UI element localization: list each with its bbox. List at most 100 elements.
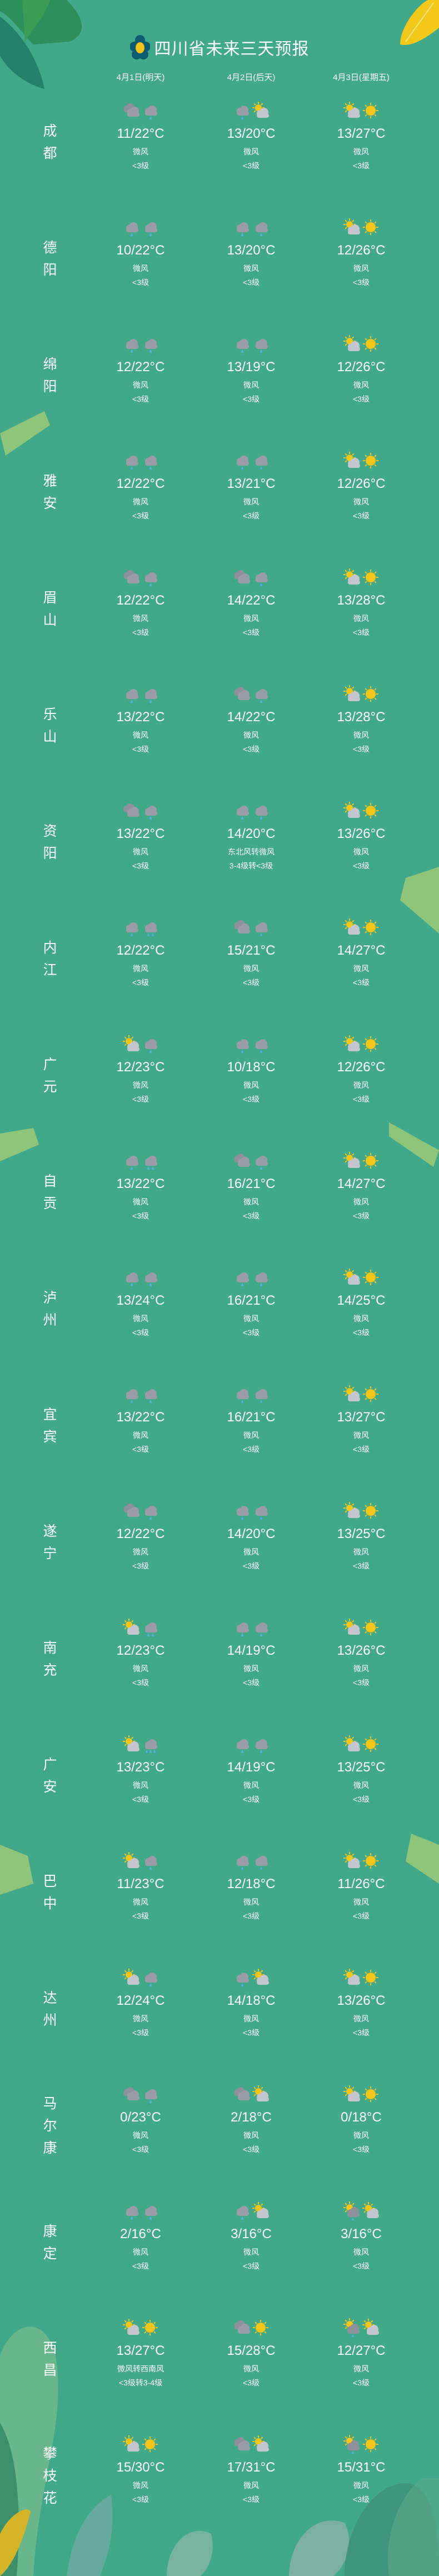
wind-direction: 微风 <box>243 497 259 506</box>
sunny-icon <box>362 2085 379 2104</box>
wind-level: <3级 <box>353 278 370 287</box>
wind-direction: 微风 <box>353 264 369 273</box>
forecast-cell-day3: 15/31°C 微风 <3级 <box>308 2435 414 2505</box>
weather-icons <box>198 1735 304 1754</box>
forecast-cell-day3: 11/26°C 微风 <3级 <box>308 1851 414 1921</box>
weather-icons <box>88 1735 193 1754</box>
wind-direction: 微风 <box>243 1197 259 1206</box>
wind-level: <3级 <box>353 2495 370 2504</box>
wind-level: <3级 <box>243 2028 260 2037</box>
wind-direction: 微风 <box>353 1898 369 1906</box>
weather-icons <box>198 2318 304 2337</box>
forecast-cell-day1: 13/27°C 微风转西南风 <3级转3-4级 <box>88 2318 193 2388</box>
weather-icons <box>88 685 193 703</box>
forecast-cell-day1: 13/22°C 微风 <3级 <box>88 1385 193 1455</box>
moderate-rain-icon <box>142 1618 158 1637</box>
temperature: 13/22°C <box>116 1410 165 1425</box>
weather-icons <box>198 801 304 820</box>
partly-cloudy-icon <box>343 335 360 353</box>
partly-cloudy-icon <box>343 1035 360 1054</box>
light-rain-icon <box>233 1268 250 1287</box>
forecast-cell-day3: 13/25°C 微风 <3级 <box>308 1501 414 1571</box>
light-rain-icon <box>252 451 269 470</box>
temperature: 13/20°C <box>227 126 276 141</box>
forecast-cell-day1: 10/22°C 微风 <3级 <box>88 218 193 288</box>
light-rain-icon <box>123 685 139 703</box>
partly-cloudy-icon <box>343 1735 360 1754</box>
wind-level: <3级 <box>132 511 149 520</box>
date-header-day3: 4月3日(星期五) <box>333 73 390 82</box>
temperature: 14/19°C <box>227 1760 276 1775</box>
light-rain-icon <box>142 1501 158 1520</box>
cloudy-icon <box>233 568 250 587</box>
city-row: 内江 12/22°C 微风 <3级 15/21°C 微风 <3级 14/27°C… <box>0 911 439 1028</box>
partly-cloudy-icon <box>343 1385 360 1404</box>
temperature: 13/28°C <box>337 710 386 725</box>
wind-level: <3级 <box>353 1095 370 1104</box>
forecast-cell-day1: 2/16°C 微风 <3级 <box>88 2201 193 2272</box>
wind-direction: 微风 <box>243 2481 259 2490</box>
wind-level: <3级 <box>132 1211 149 1220</box>
forecast-cell-day1: 11/23°C 微风 <3级 <box>88 1851 193 1921</box>
wind-level: <3级 <box>132 2262 149 2270</box>
temperature: 13/26°C <box>337 1643 386 1658</box>
temperature: 14/22°C <box>227 710 276 725</box>
city-name: 攀枝花 <box>41 2446 57 2513</box>
weather-icons <box>308 1385 414 1404</box>
light-rain-icon <box>123 218 139 237</box>
wind-direction: 微风 <box>243 1664 259 1673</box>
weather-icons <box>308 451 414 470</box>
weather-icons <box>198 218 304 237</box>
forecast-cell-day3: 3/16°C 微风 <3级 <box>308 2201 414 2272</box>
temperature: 12/26°C <box>337 360 386 375</box>
temperature: 13/24°C <box>116 1293 165 1308</box>
weather-icons <box>308 1968 414 1987</box>
weather-icons <box>308 218 414 237</box>
wind-direction: 微风 <box>243 381 259 390</box>
wind-level: <3级 <box>353 1678 370 1687</box>
wind-direction: 微风 <box>133 2481 148 2490</box>
partly-cloudy-icon <box>252 101 269 120</box>
forecast-cell-day1: 13/22°C 微风 <3级 <box>88 1151 193 1221</box>
city-name: 雅安 <box>41 473 57 518</box>
temperature: 14/25°C <box>337 1293 386 1308</box>
light-rain-icon <box>142 801 158 820</box>
forecast-cell-day1: 12/22°C 微风 <3级 <box>88 568 193 638</box>
forecast-cell-day1: 13/23°C 微风 <3级 <box>88 1735 193 1805</box>
weather-icons <box>308 1151 414 1170</box>
forecast-cell-day3: 13/28°C 微风 <3级 <box>308 685 414 755</box>
weather-icons <box>198 1151 304 1170</box>
temperature: 15/21°C <box>227 943 276 958</box>
wind-direction: 微风 <box>133 147 148 156</box>
forecast-cell-day3: 12/27°C 微风 <3级 <box>308 2318 414 2388</box>
light-rain-icon <box>233 218 250 237</box>
forecast-cell-day3: 14/25°C 微风 <3级 <box>308 1268 414 1338</box>
wind-direction: 微风 <box>353 731 369 740</box>
wind-direction: 微风 <box>243 2131 259 2140</box>
temperature: 13/27°C <box>337 1410 386 1425</box>
partly-cloudy-icon <box>343 918 360 937</box>
wind-direction: 微风 <box>243 1547 259 1556</box>
wind-direction: 微风 <box>133 2248 148 2257</box>
partly-cloudy-icon <box>123 1035 139 1054</box>
wind-direction: 微风 <box>133 847 148 856</box>
temperature: 13/19°C <box>227 360 276 375</box>
light-rain-icon <box>123 335 139 353</box>
forecast-cell-day1: 12/22°C 微风 <3级 <box>88 1501 193 1571</box>
city-name: 马尔康 <box>41 2096 57 2163</box>
cloudy-icon <box>233 2085 250 2104</box>
temperature: 12/26°C <box>337 476 386 491</box>
weather-icons <box>308 101 414 120</box>
city-row: 自贡 13/22°C 微风 <3级 16/21°C 微风 <3级 14/27°C… <box>0 1145 439 1261</box>
weather-icons <box>88 101 193 120</box>
partly-cloudy-icon <box>343 218 360 237</box>
partly-cloudy-icon <box>343 1968 360 1987</box>
partly-cloudy-icon <box>343 801 360 820</box>
temperature: 13/26°C <box>337 826 386 841</box>
weather-icons <box>88 1151 193 1170</box>
light-rain-icon <box>123 2201 139 2220</box>
sunny-icon <box>252 2318 269 2337</box>
partly-cloudy-icon <box>362 2318 379 2337</box>
sunny-icon <box>142 2435 158 2454</box>
forecast-cell-day2: 16/21°C 微风 <3级 <box>198 1151 304 1221</box>
